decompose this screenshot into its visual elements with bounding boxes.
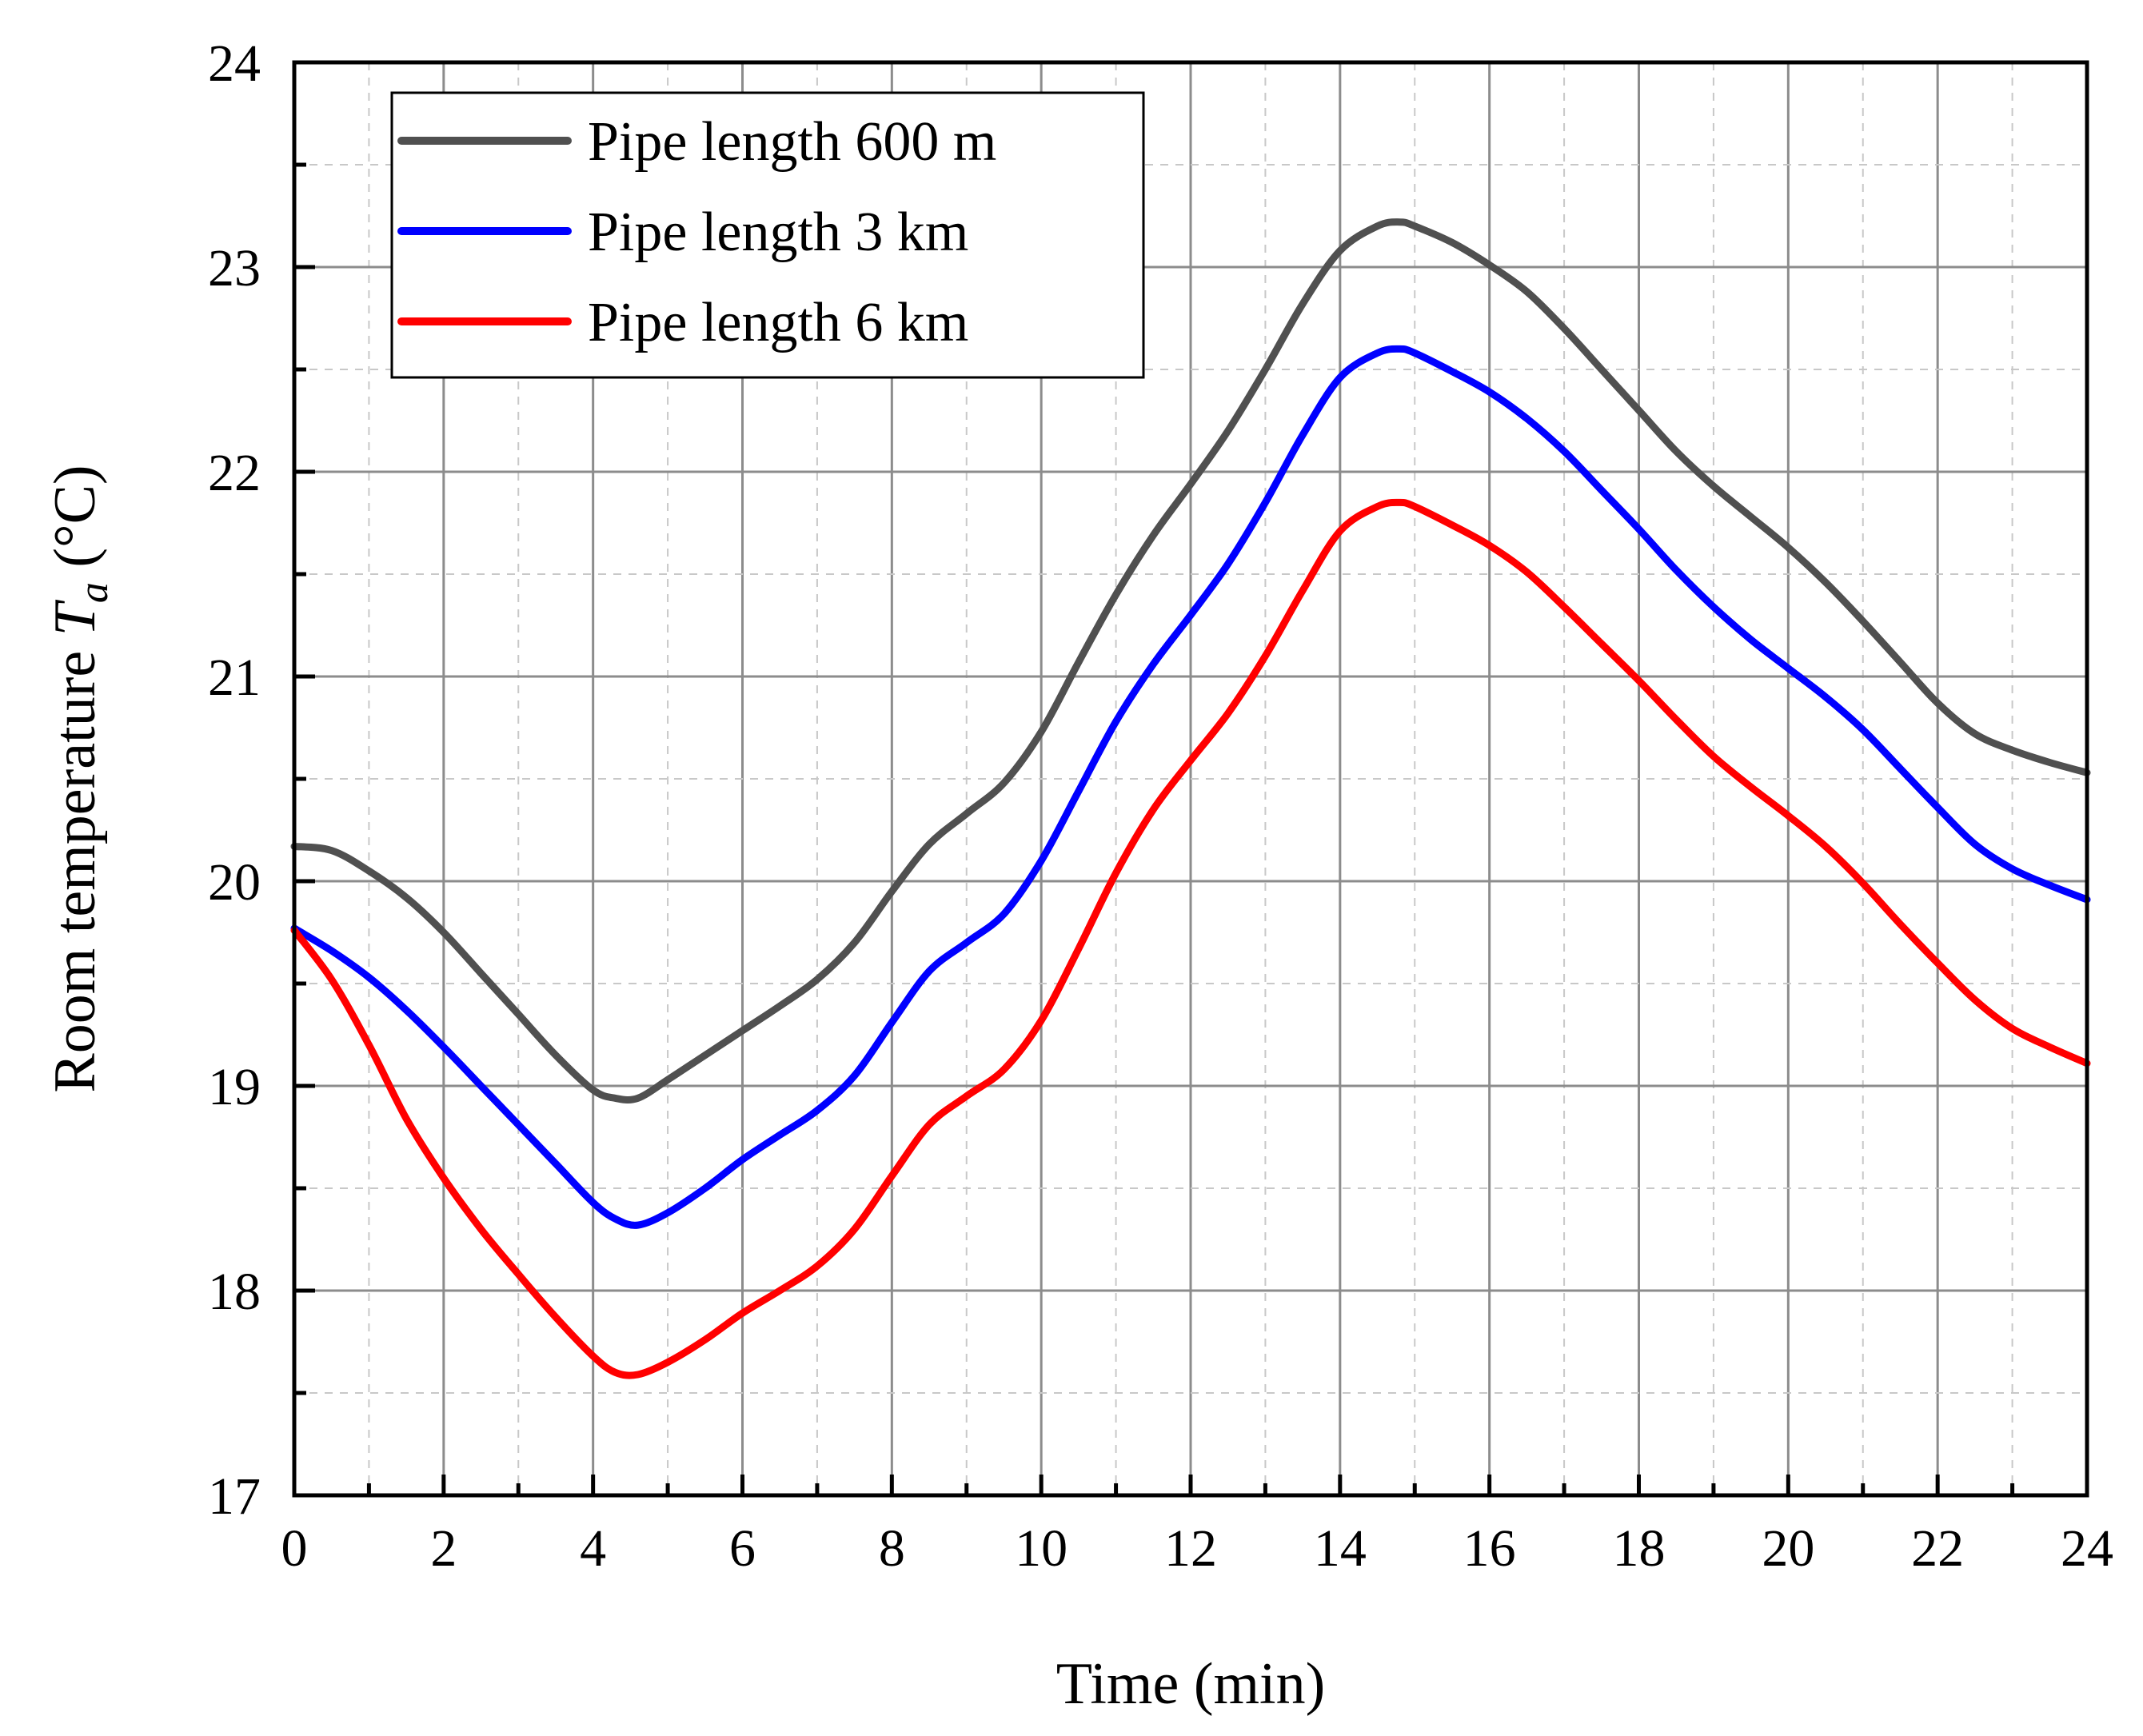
y-tick-label: 22 (208, 444, 261, 502)
y-axis-label-symbol: T (42, 599, 108, 636)
legend: Pipe length 600 m Pipe length 3 km Pipe le… (390, 91, 1145, 379)
x-tick-label: 0 (281, 1519, 308, 1578)
x-tick-label: 16 (1463, 1519, 1516, 1578)
y-tick-label: 24 (208, 34, 261, 93)
series-line-2 (290, 498, 2091, 1379)
y-tick-label: 23 (208, 239, 261, 297)
ticks (292, 60, 2089, 1498)
legend-label-1: Pipe length 3 km (588, 202, 968, 263)
x-tick-label: 4 (580, 1519, 606, 1578)
x-tick-label: 6 (729, 1519, 756, 1578)
y-tick-label: 18 (208, 1263, 261, 1321)
x-tick-label: 20 (1762, 1519, 1814, 1578)
y-tick-label: 20 (208, 853, 261, 912)
x-tick-label: 8 (879, 1519, 905, 1578)
series-lines (290, 218, 2091, 1379)
x-tick-label: 18 (1613, 1519, 1666, 1578)
series-line-1 (290, 345, 2091, 1229)
y-tick-label: 21 (208, 649, 261, 707)
y-axis-label-prefix: Room temperature (42, 636, 108, 1092)
legend-label-0: Pipe length 600 m (588, 111, 996, 173)
y-axis-label-unit: (°C) (42, 465, 108, 582)
x-tick-label: 14 (1314, 1519, 1367, 1578)
y-axis-label: Room temperature Ta (°C) (42, 465, 117, 1092)
x-tick-label: 10 (1015, 1519, 1068, 1578)
x-tick-label: 22 (1911, 1519, 1964, 1578)
legend-label-2: Pipe length 6 km (588, 292, 968, 353)
y-tick-label: 17 (208, 1467, 261, 1526)
series-line-0 (290, 218, 2091, 1104)
y-axis-label-subscript: a (71, 582, 117, 603)
y-tick-label: 19 (208, 1058, 261, 1116)
x-tick-label: 24 (2061, 1519, 2113, 1578)
x-tick-label: 2 (430, 1519, 457, 1578)
x-tick-label: 12 (1164, 1519, 1217, 1578)
grid (294, 62, 2087, 1495)
x-axis-label: Time (min) (1056, 1651, 1325, 1717)
